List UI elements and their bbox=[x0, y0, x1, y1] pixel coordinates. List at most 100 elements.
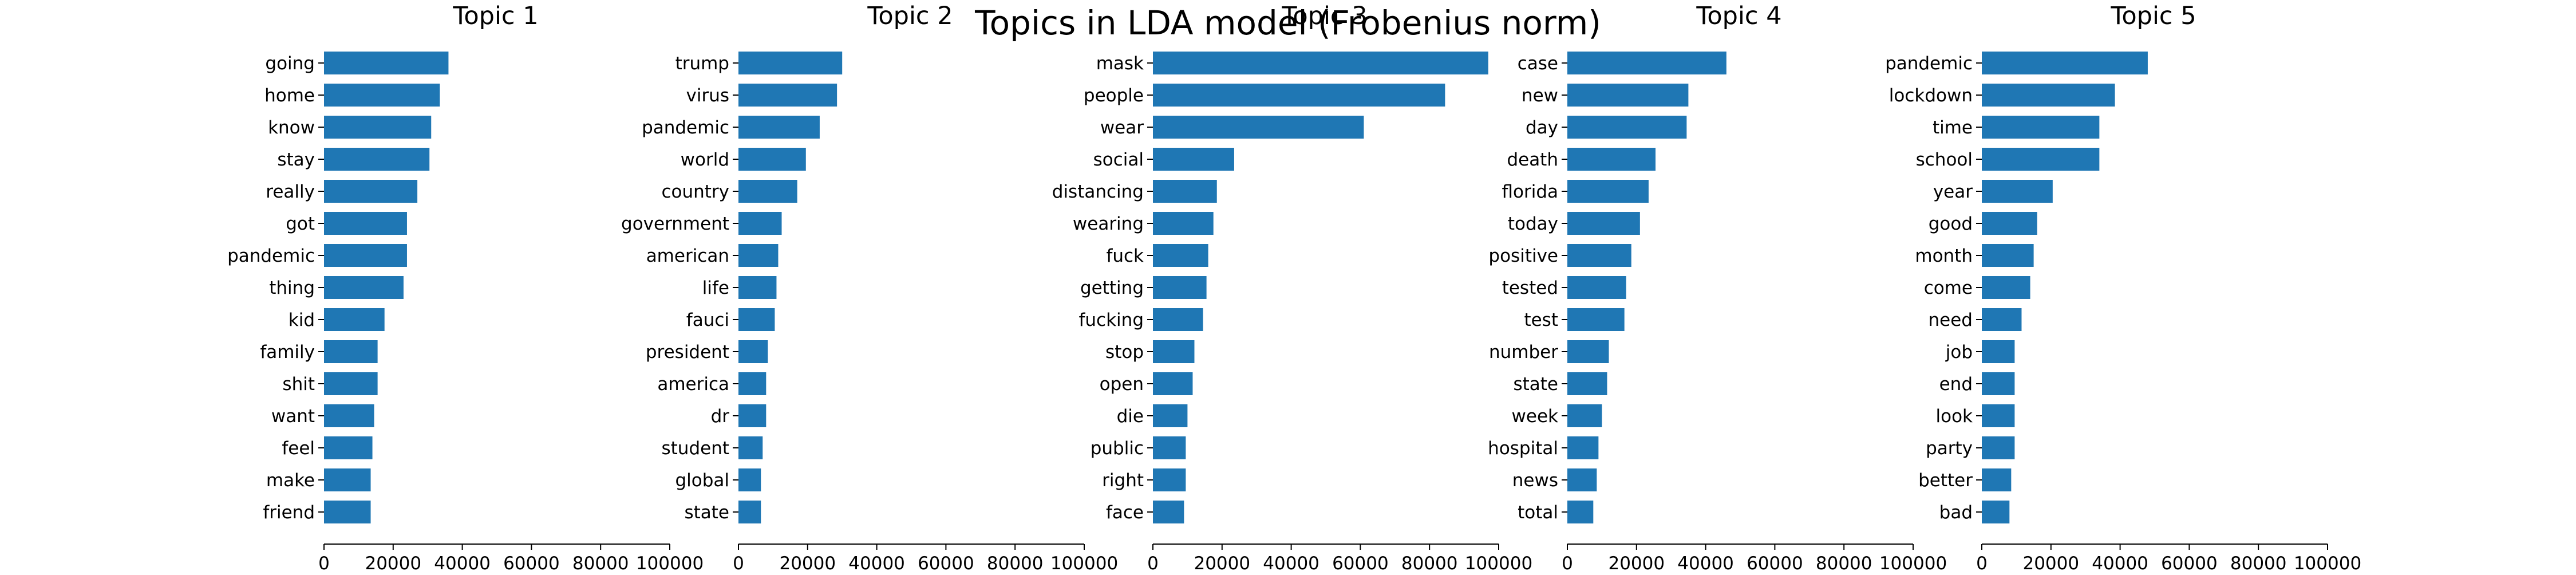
bar-got bbox=[324, 212, 407, 235]
bar-pandemic bbox=[1982, 52, 2148, 74]
category-label: case bbox=[1518, 53, 1558, 74]
category-label: positive bbox=[1488, 246, 1558, 266]
category-label: government bbox=[621, 214, 729, 234]
figure-suptitle: Topics in LDA model (Frobenius norm) bbox=[975, 3, 1601, 42]
bar-country bbox=[738, 180, 797, 203]
bar-year bbox=[1982, 180, 2053, 203]
bar-pandemic bbox=[324, 244, 407, 267]
category-label: end bbox=[1939, 374, 1973, 395]
category-label: need bbox=[1929, 310, 1973, 330]
category-label: right bbox=[1102, 470, 1144, 491]
bar-test bbox=[1567, 308, 1625, 331]
bar-distancing bbox=[1153, 180, 1217, 203]
bar-american bbox=[738, 244, 779, 267]
category-label: bad bbox=[1939, 502, 1973, 523]
x-tick-label: 80000 bbox=[2230, 553, 2287, 573]
bar-going bbox=[324, 52, 449, 74]
category-label: hospital bbox=[1488, 438, 1558, 459]
x-tick-label: 60000 bbox=[503, 553, 560, 573]
category-label: world bbox=[681, 149, 729, 170]
category-label: country bbox=[661, 182, 729, 202]
bar-wear bbox=[1153, 116, 1364, 139]
bar-face bbox=[1153, 501, 1184, 523]
x-tick-label: 40000 bbox=[1677, 553, 1734, 573]
bar-family bbox=[324, 340, 378, 363]
x-tick-label: 100000 bbox=[1050, 553, 1118, 573]
bar-hospital bbox=[1567, 436, 1599, 459]
bar-want bbox=[324, 404, 374, 427]
category-label: global bbox=[675, 470, 729, 491]
bar-time bbox=[1982, 116, 2100, 139]
bar-wearing bbox=[1153, 212, 1214, 235]
category-label: trump bbox=[675, 53, 729, 74]
bar-look bbox=[1982, 404, 2015, 427]
category-label: time bbox=[1933, 117, 1973, 138]
bar-people bbox=[1153, 84, 1445, 107]
category-label: pandemic bbox=[227, 246, 315, 266]
bar-know bbox=[324, 116, 432, 139]
x-tick-label: 60000 bbox=[2161, 553, 2218, 573]
bar-new bbox=[1567, 84, 1689, 107]
category-label: feel bbox=[282, 438, 315, 459]
x-tick-label: 40000 bbox=[1263, 553, 1319, 573]
bar-dr bbox=[738, 404, 767, 427]
panel-title: Topic 5 bbox=[2110, 2, 2196, 30]
category-label: make bbox=[266, 470, 315, 491]
category-label: getting bbox=[1080, 278, 1144, 298]
category-label: die bbox=[1117, 406, 1144, 427]
bar-open bbox=[1153, 372, 1193, 395]
bar-fucking bbox=[1153, 308, 1203, 331]
bar-feel bbox=[324, 436, 373, 459]
x-tick-label: 20000 bbox=[1608, 553, 1665, 573]
bar-school bbox=[1982, 148, 2100, 171]
bar-bad bbox=[1982, 501, 2010, 523]
category-label: florida bbox=[1502, 182, 1558, 202]
category-label: social bbox=[1093, 149, 1144, 170]
panel-title: Topic 1 bbox=[452, 2, 538, 30]
bar-global bbox=[738, 468, 761, 491]
bar-month bbox=[1982, 244, 2034, 267]
category-label: home bbox=[264, 85, 315, 106]
bar-thing bbox=[324, 276, 404, 299]
category-label: got bbox=[286, 214, 315, 234]
x-tick-label: 20000 bbox=[1194, 553, 1250, 573]
x-tick-label: 100000 bbox=[2294, 553, 2361, 573]
bar-need bbox=[1982, 308, 2022, 331]
bar-good bbox=[1982, 212, 2037, 235]
bar-trump bbox=[738, 52, 843, 74]
bar-case bbox=[1567, 52, 1726, 74]
bar-today bbox=[1567, 212, 1640, 235]
category-label: day bbox=[1526, 117, 1558, 138]
category-label: fucking bbox=[1079, 310, 1144, 330]
x-tick-label: 100000 bbox=[1879, 553, 1947, 573]
x-tick-label: 100000 bbox=[1465, 553, 1532, 573]
bar-president bbox=[738, 340, 768, 363]
x-tick-label: 80000 bbox=[1816, 553, 1872, 573]
category-label: new bbox=[1522, 85, 1558, 106]
bar-number bbox=[1567, 340, 1609, 363]
category-label: job bbox=[1945, 342, 1973, 363]
category-label: tested bbox=[1502, 278, 1558, 298]
bar-home bbox=[324, 84, 440, 107]
bar-make bbox=[324, 468, 371, 491]
panel-title: Topic 3 bbox=[1281, 2, 1367, 30]
bar-week bbox=[1567, 404, 1602, 427]
x-tick-label: 60000 bbox=[1332, 553, 1389, 573]
bar-getting bbox=[1153, 276, 1207, 299]
bar-virus bbox=[738, 84, 837, 107]
x-tick-label: 60000 bbox=[918, 553, 974, 573]
bar-lockdown bbox=[1982, 84, 2115, 107]
category-label: state bbox=[1513, 374, 1558, 395]
bar-better bbox=[1982, 468, 2012, 491]
category-label: wearing bbox=[1073, 214, 1144, 234]
bar-government bbox=[738, 212, 782, 235]
category-label: people bbox=[1084, 85, 1144, 106]
category-label: party bbox=[1926, 438, 1973, 459]
x-tick-label: 100000 bbox=[636, 553, 704, 573]
topic-panel-2: Topic 2 trump virus pandemic world country gov… bbox=[621, 2, 1118, 574]
bar-friend bbox=[324, 501, 371, 523]
category-label: really bbox=[266, 182, 315, 202]
bar-day bbox=[1567, 116, 1687, 139]
